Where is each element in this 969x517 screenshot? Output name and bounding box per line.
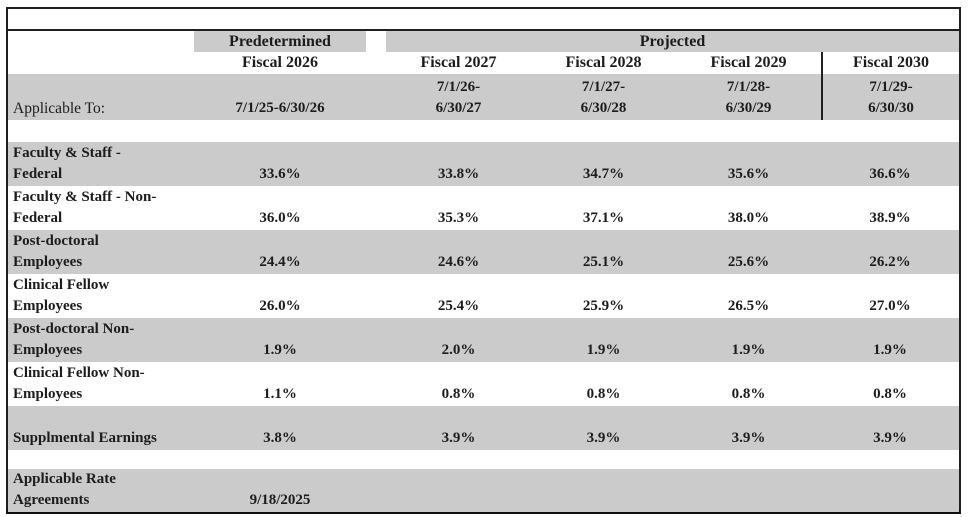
rate-value: 38.9%	[869, 210, 911, 226]
table-row: Post-doctoral Non- Employees 1.9% 2.0% 1.9% 1…	[8, 318, 959, 362]
rate-value: 3.9%	[586, 430, 621, 446]
projected-header: Projected	[386, 31, 959, 52]
rate-value: 3.9%	[873, 430, 907, 446]
rate-value: 35.3%	[437, 210, 480, 226]
banner-row: Predetermined Projected	[8, 31, 959, 52]
rate-value: 1.9%	[263, 342, 297, 358]
rate-value: 26.2%	[869, 254, 911, 270]
table-row: Clinical Fellow Non- Employees 1.1% 0.8% 0.8…	[8, 362, 959, 406]
column-spacer	[366, 274, 386, 318]
row-label: Clinical Fellow Non- Employees	[13, 365, 145, 402]
applicable-to-label: Applicable To:	[13, 100, 106, 117]
blank-row	[8, 120, 959, 142]
fiscal-2026-header: Fiscal 2026	[242, 54, 318, 71]
rate-agreements-row: Applicable Rate Agreements 9/18/2025	[8, 469, 959, 512]
column-spacer	[366, 74, 386, 120]
rate-value: 25.1%	[582, 254, 625, 270]
row-label: Post-doctoral Employees	[13, 233, 99, 270]
period-fiscal-2030: 7/1/29- 6/30/30	[821, 74, 959, 120]
rate-value: 0.8%	[441, 386, 476, 402]
rate-value: 2.0%	[441, 342, 476, 358]
row-label: Clinical Fellow Employees	[13, 277, 110, 314]
column-spacer	[366, 406, 386, 450]
rate-value: 26.5%	[727, 298, 770, 314]
column-spacer	[366, 230, 386, 274]
period-fiscal-2029: 7/1/28- 6/30/29	[725, 79, 772, 116]
rate-value: 3.9%	[441, 430, 476, 446]
fiscal-2028-header: Fiscal 2028	[565, 54, 642, 71]
rate-value: 1.9%	[731, 342, 766, 358]
predetermined-header: Predetermined	[194, 31, 366, 52]
rate-value: 27.0%	[869, 298, 911, 314]
fringe-rates-table: Predetermined Projected Fiscal 2026 Fisc…	[6, 7, 961, 514]
table-body: Faculty & Staff - Federal 33.6% 33.8% 34.7% 3…	[8, 142, 959, 450]
column-spacer	[366, 186, 386, 230]
table-row: Post-doctoral Employees 24.4% 24.6% 25.1% 25.…	[8, 230, 959, 274]
period-fiscal-2027: 7/1/26- 6/30/27	[435, 79, 482, 116]
rate-agreements-label: Applicable Rate Agreements	[13, 471, 116, 508]
table-row: Clinical Fellow Employees 26.0% 25.4% 25.9% 2…	[8, 274, 959, 318]
column-spacer	[366, 52, 386, 74]
rate-value: 33.8%	[437, 166, 480, 182]
rate-value: 36.6%	[869, 166, 911, 182]
fiscal-2030-header: Fiscal 2030	[821, 52, 959, 74]
row-label: Faculty & Staff - Non- Federal	[13, 189, 157, 226]
row-label: Supplmental Earnings	[13, 430, 157, 446]
period-fiscal-2028: 7/1/27- 6/30/28	[580, 79, 627, 116]
rate-value: 25.4%	[437, 298, 480, 314]
rate-value: 37.1%	[582, 210, 625, 226]
row-label: Post-doctoral Non- Employees	[13, 321, 135, 358]
rate-value: 0.8%	[731, 386, 766, 402]
rate-value: 3.8%	[263, 430, 297, 446]
fiscal-row-label-spacer	[8, 52, 194, 74]
fiscal-2027-header: Fiscal 2027	[420, 54, 497, 71]
rate-value: 1.9%	[873, 342, 907, 358]
column-spacer	[366, 362, 386, 406]
rate-value: 38.0%	[727, 210, 770, 226]
column-spacer	[366, 318, 386, 362]
rate-value: 24.4%	[259, 254, 301, 270]
rate-value: 36.0%	[259, 210, 301, 226]
rate-value: 25.6%	[727, 254, 770, 270]
column-spacer	[366, 142, 386, 186]
row-label: Faculty & Staff - Federal	[13, 145, 121, 182]
rate-value: 1.9%	[586, 342, 621, 358]
rate-value: 3.9%	[731, 430, 766, 446]
rate-value: 34.7%	[582, 166, 625, 182]
fiscal-2029-header: Fiscal 2029	[710, 54, 787, 71]
table-row: Faculty & Staff - Non- Federal 36.0% 35.3% 3…	[8, 186, 959, 230]
applicable-to-row: Applicable To: 7/1/25-6/30/26 7/1/26- 6/…	[8, 74, 959, 120]
rate-value: 25.9%	[582, 298, 625, 314]
top-blank-row	[8, 9, 959, 31]
rate-value: 33.6%	[259, 166, 301, 182]
table-row: Supplmental Earnings 3.8% 3.9% 3.9% 3.9% 3.9%	[8, 406, 959, 450]
rate-value: 0.8%	[873, 386, 907, 402]
rate-value: 26.0%	[259, 298, 301, 314]
rate-agreement-date: 9/18/2025	[249, 492, 311, 508]
rate-value: 24.6%	[437, 254, 480, 270]
blank-row	[8, 450, 959, 469]
rate-value: 1.1%	[263, 386, 297, 402]
fiscal-year-row: Fiscal 2026 Fiscal 2027 Fiscal 2028 Fisc…	[8, 52, 959, 74]
table-row: Faculty & Staff - Federal 33.6% 33.8% 34.7% 3…	[8, 142, 959, 186]
period-fiscal-2026: 7/1/25-6/30/26	[235, 100, 325, 116]
rate-value: 35.6%	[727, 166, 770, 182]
rate-value: 0.8%	[586, 386, 621, 402]
